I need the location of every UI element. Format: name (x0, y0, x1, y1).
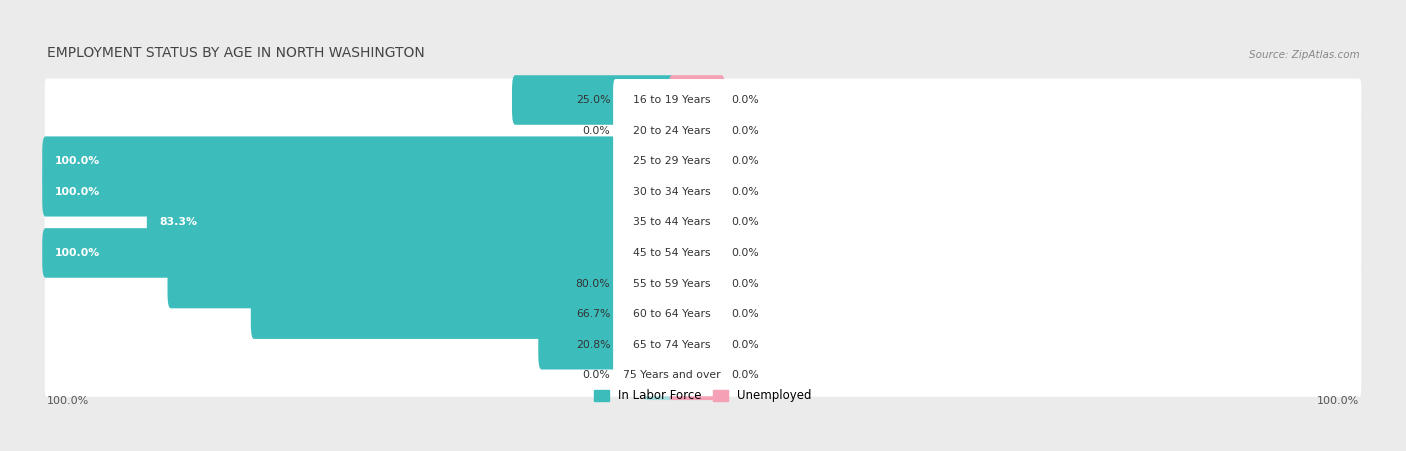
FancyBboxPatch shape (669, 320, 725, 369)
Text: 80.0%: 80.0% (575, 279, 610, 289)
Text: 25.0%: 25.0% (576, 95, 610, 105)
FancyBboxPatch shape (669, 228, 725, 278)
FancyBboxPatch shape (613, 354, 730, 396)
Text: 0.0%: 0.0% (731, 217, 759, 227)
FancyBboxPatch shape (613, 293, 730, 335)
FancyBboxPatch shape (669, 167, 725, 216)
Text: 100.0%: 100.0% (1317, 396, 1360, 406)
FancyBboxPatch shape (45, 354, 1361, 397)
FancyBboxPatch shape (644, 106, 675, 156)
Text: 30 to 34 Years: 30 to 34 Years (633, 187, 710, 197)
Text: 55 to 59 Years: 55 to 59 Years (633, 279, 710, 289)
FancyBboxPatch shape (669, 136, 725, 186)
Text: 0.0%: 0.0% (731, 125, 759, 136)
FancyBboxPatch shape (669, 259, 725, 308)
Text: 0.0%: 0.0% (731, 248, 759, 258)
Text: 20.8%: 20.8% (576, 340, 610, 350)
FancyBboxPatch shape (42, 167, 675, 216)
Text: 0.0%: 0.0% (731, 309, 759, 319)
Text: 0.0%: 0.0% (731, 370, 759, 380)
Text: 100.0%: 100.0% (55, 156, 100, 166)
Text: 25 to 29 Years: 25 to 29 Years (633, 156, 710, 166)
FancyBboxPatch shape (45, 323, 1361, 366)
FancyBboxPatch shape (613, 110, 730, 152)
FancyBboxPatch shape (512, 75, 675, 125)
Text: 20 to 24 Years: 20 to 24 Years (633, 125, 710, 136)
Text: 35 to 44 Years: 35 to 44 Years (633, 217, 710, 227)
FancyBboxPatch shape (45, 109, 1361, 152)
FancyBboxPatch shape (613, 140, 730, 182)
FancyBboxPatch shape (250, 290, 675, 339)
FancyBboxPatch shape (42, 228, 675, 278)
Text: 16 to 19 Years: 16 to 19 Years (633, 95, 710, 105)
FancyBboxPatch shape (45, 140, 1361, 183)
FancyBboxPatch shape (45, 201, 1361, 244)
Text: 83.3%: 83.3% (159, 217, 197, 227)
Text: 0.0%: 0.0% (731, 340, 759, 350)
Text: 100.0%: 100.0% (55, 248, 100, 258)
FancyBboxPatch shape (538, 320, 675, 369)
Text: 60 to 64 Years: 60 to 64 Years (633, 309, 710, 319)
Text: 0.0%: 0.0% (731, 95, 759, 105)
FancyBboxPatch shape (669, 198, 725, 247)
FancyBboxPatch shape (45, 231, 1361, 274)
Text: EMPLOYMENT STATUS BY AGE IN NORTH WASHINGTON: EMPLOYMENT STATUS BY AGE IN NORTH WASHIN… (46, 46, 425, 60)
Text: 66.7%: 66.7% (576, 309, 610, 319)
Text: 100.0%: 100.0% (55, 187, 100, 197)
Text: 75 Years and over: 75 Years and over (623, 370, 720, 380)
FancyBboxPatch shape (613, 79, 730, 121)
FancyBboxPatch shape (45, 293, 1361, 336)
Text: 0.0%: 0.0% (731, 279, 759, 289)
FancyBboxPatch shape (613, 202, 730, 244)
Text: 100.0%: 100.0% (46, 396, 89, 406)
Text: 45 to 54 Years: 45 to 54 Years (633, 248, 710, 258)
FancyBboxPatch shape (167, 259, 675, 308)
FancyBboxPatch shape (669, 106, 725, 156)
Text: 0.0%: 0.0% (582, 125, 610, 136)
FancyBboxPatch shape (669, 290, 725, 339)
Text: 0.0%: 0.0% (731, 187, 759, 197)
FancyBboxPatch shape (669, 350, 725, 400)
FancyBboxPatch shape (613, 262, 730, 304)
Text: 0.0%: 0.0% (582, 370, 610, 380)
FancyBboxPatch shape (669, 75, 725, 125)
FancyBboxPatch shape (146, 198, 675, 247)
FancyBboxPatch shape (644, 350, 675, 400)
FancyBboxPatch shape (45, 170, 1361, 213)
FancyBboxPatch shape (42, 136, 675, 186)
FancyBboxPatch shape (45, 262, 1361, 305)
Text: 65 to 74 Years: 65 to 74 Years (633, 340, 710, 350)
FancyBboxPatch shape (613, 232, 730, 274)
FancyBboxPatch shape (613, 171, 730, 213)
Legend: In Labor Force, Unemployed: In Labor Force, Unemployed (589, 385, 817, 407)
Text: Source: ZipAtlas.com: Source: ZipAtlas.com (1249, 50, 1360, 60)
FancyBboxPatch shape (613, 324, 730, 366)
Text: 0.0%: 0.0% (731, 156, 759, 166)
FancyBboxPatch shape (45, 78, 1361, 121)
